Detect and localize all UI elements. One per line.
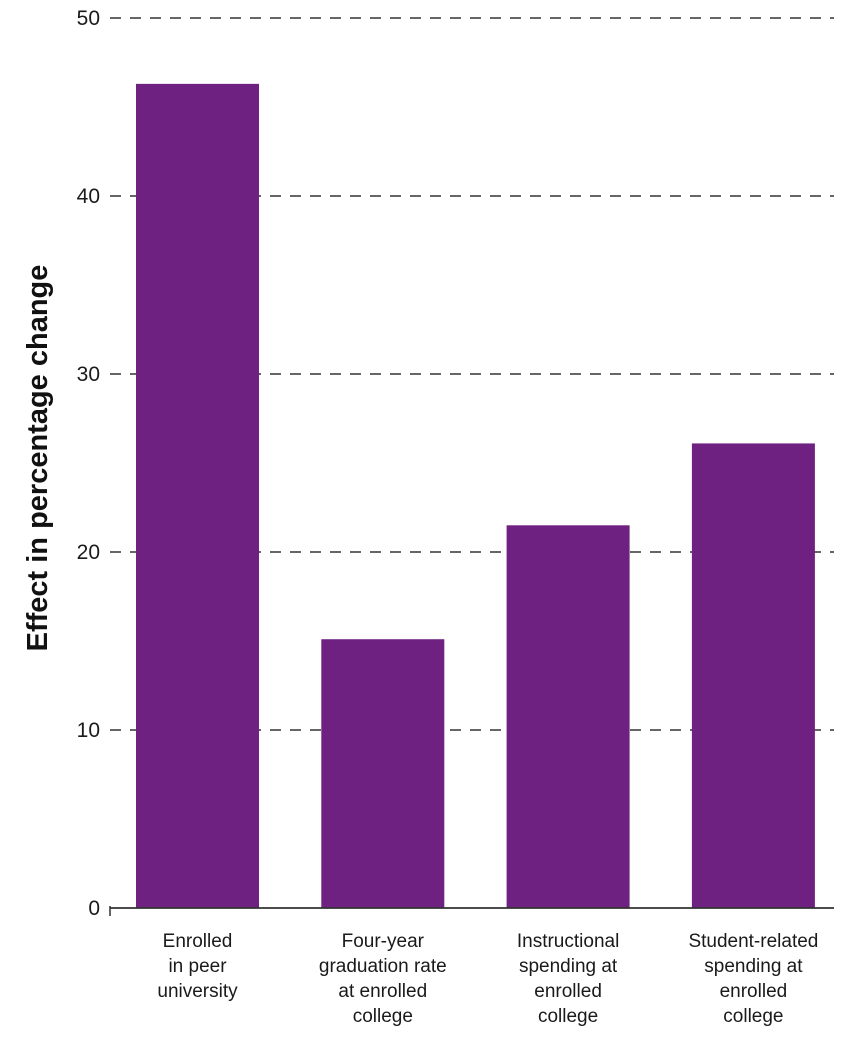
y-tick-label: 50 (77, 7, 100, 30)
x-category-label: Instructional spending at enrolled college (517, 931, 619, 1027)
axes (109, 906, 834, 916)
y-tick-label: 20 (77, 541, 100, 564)
y-tick-label: 10 (77, 719, 100, 742)
bar (321, 639, 445, 908)
x-category-label: Four-year graduation rate at enrolled colle… (319, 931, 447, 1027)
y-tick-label: 30 (77, 363, 100, 386)
y-axis-label: Effect in percentage change (22, 265, 54, 652)
x-category-label: Enrolled in peer university (157, 931, 238, 1002)
bar (691, 443, 815, 908)
bar (136, 83, 259, 909)
x-category-label: Student-related spending at enrolled colleg… (688, 931, 818, 1027)
bar (506, 525, 630, 908)
bars (136, 83, 815, 909)
labels: 0 10 20 30 40 50 Enrolled in peer university Four… (77, 7, 819, 1027)
y-tick-label: 0 (88, 897, 100, 920)
y-tick-label: 40 (77, 185, 100, 208)
